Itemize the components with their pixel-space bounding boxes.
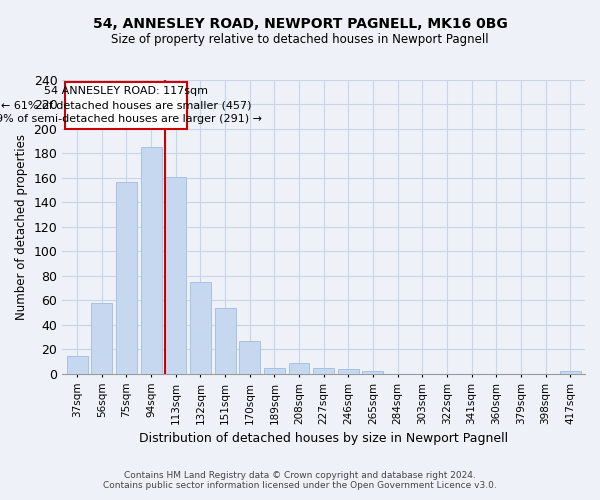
Bar [116,182,137,374]
Bar [165,176,186,374]
Bar [264,368,285,374]
Bar [190,282,211,374]
Bar [362,372,383,374]
Bar [67,356,88,374]
X-axis label: Distribution of detached houses by size in Newport Pagnell: Distribution of detached houses by size … [139,432,508,445]
FancyBboxPatch shape [65,82,187,129]
Bar [140,148,161,374]
Bar [560,372,581,374]
Text: Size of property relative to detached houses in Newport Pagnell: Size of property relative to detached ho… [111,32,489,46]
Bar [215,308,236,374]
Text: 54 ANNESLEY ROAD: 117sqm: 54 ANNESLEY ROAD: 117sqm [44,86,208,96]
Bar [289,363,310,374]
Text: ← 61% of detached houses are smaller (457): ← 61% of detached houses are smaller (45… [1,100,251,110]
Text: 54, ANNESLEY ROAD, NEWPORT PAGNELL, MK16 0BG: 54, ANNESLEY ROAD, NEWPORT PAGNELL, MK16… [92,18,508,32]
Y-axis label: Number of detached properties: Number of detached properties [15,134,28,320]
Text: 39% of semi-detached houses are larger (291) →: 39% of semi-detached houses are larger (… [0,114,262,124]
Text: Contains HM Land Registry data © Crown copyright and database right 2024.
Contai: Contains HM Land Registry data © Crown c… [103,470,497,490]
Bar [239,341,260,374]
Bar [338,369,359,374]
Bar [91,303,112,374]
Bar [313,368,334,374]
